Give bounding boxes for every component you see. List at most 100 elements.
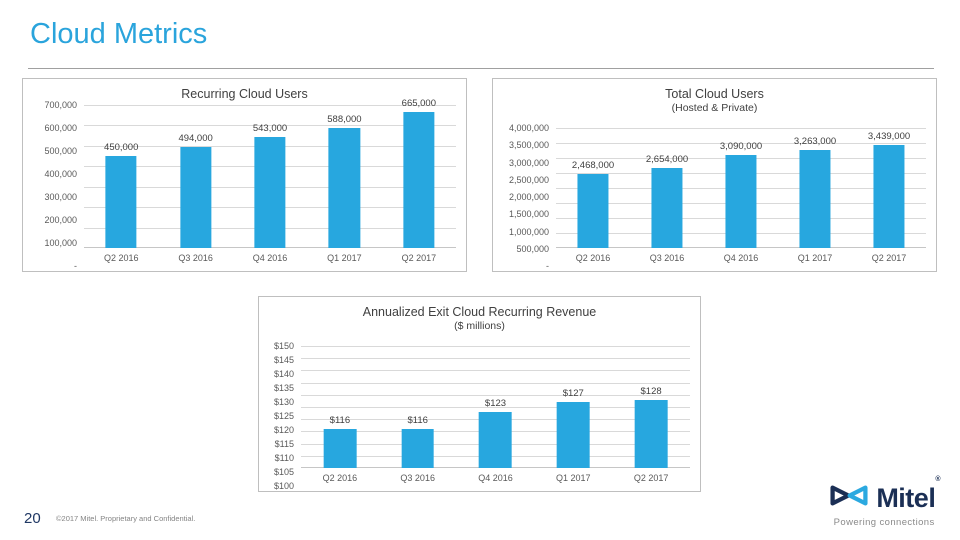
y-tick-label: 600,000: [44, 123, 77, 133]
bar-value-label: $116: [329, 414, 351, 426]
bar-slot: $123: [457, 346, 535, 468]
bar: [725, 155, 757, 248]
gridline: [556, 128, 926, 129]
bar-slot: 2,654,000: [630, 128, 704, 248]
y-tick-label: $100: [273, 481, 294, 491]
chart-header: Annualized Exit Cloud Recurring Revenue …: [259, 297, 700, 332]
y-tick-label: -: [74, 261, 77, 271]
bar-slot: 450,000: [84, 105, 158, 248]
y-tick-label: -: [546, 261, 549, 271]
bar-slot: 494,000: [158, 105, 232, 248]
y-tick-label: 400,000: [44, 169, 77, 179]
x-tick-label: Q4 2016: [723, 253, 759, 263]
bar: [479, 411, 512, 468]
chart-header: Recurring Cloud Users: [23, 79, 466, 101]
brand-wordmark: Mitel®: [876, 475, 940, 513]
chart-body: 700,000 600,000 500,000 400,000 300,000 200,0…: [23, 98, 466, 271]
x-tick-label: Q1 2017: [556, 473, 591, 483]
x-tick-label: Q2 2016: [575, 253, 611, 263]
bar-slot: 543,000: [233, 105, 307, 248]
y-tick-label: $120: [273, 425, 294, 435]
plot-area: $116 $116 $123 $127 $128: [301, 346, 690, 468]
bar: [634, 399, 668, 468]
y-tick-label: 100,000: [44, 238, 77, 248]
bar-slot: 588,000: [307, 105, 381, 248]
bar-value-label: 3,263,000: [793, 136, 837, 148]
bar: [328, 127, 361, 248]
chart-body: 4,000,000 3,500,000 3,000,000 2,500,000 2,00…: [493, 114, 936, 271]
y-tick-label: 1,000,000: [508, 226, 549, 237]
mitel-bowtie-icon: [828, 482, 870, 514]
y-tick-label: $140: [273, 369, 294, 379]
gridline: [301, 407, 690, 408]
bar-value-label: 2,654,000: [645, 154, 689, 166]
bar: [799, 150, 831, 248]
y-tick-label: 2,500,000: [508, 174, 549, 185]
chart-subtitle: (Hosted & Private): [671, 102, 758, 114]
bar-slot: 3,439,000: [852, 128, 926, 248]
y-tick-label: $135: [273, 383, 294, 393]
x-tick-label: Q3 2016: [400, 473, 435, 483]
x-tick-label: Q4 2016: [252, 253, 288, 263]
bar-value-label: $123: [484, 397, 507, 409]
bar-slot: 2,468,000: [556, 128, 630, 248]
brand-tagline: Powering connections: [833, 517, 935, 528]
bar-value-label: $127: [562, 388, 584, 400]
gridline: [301, 346, 690, 347]
registered-mark: ®: [935, 475, 940, 483]
y-tick-label: $130: [273, 397, 294, 407]
chart-body: $150 $145 $140 $135 $130 $125 $120 $115 $110 $105…: [259, 332, 700, 491]
bar-value-label: 665,000: [401, 98, 436, 110]
plot-area: 450,000 494,000 543,000 588,000 665,000: [84, 98, 456, 248]
y-tick-label: 300,000: [44, 192, 77, 202]
y-axis: $150 $145 $140 $135 $130 $125 $120 $115 $110 $105…: [259, 341, 301, 491]
bar-slot: 665,000: [382, 98, 456, 248]
mitel-logo-row: Mitel®: [828, 475, 940, 514]
y-tick-label: 3,500,000: [508, 140, 549, 151]
chart-total-cloud-users: Total Cloud Users (Hosted & Private) 4,0…: [492, 78, 937, 272]
bar-value-label: 450,000: [104, 142, 139, 154]
title-divider: [28, 68, 934, 69]
y-tick-label: 500,000: [44, 146, 77, 156]
bar: [254, 137, 286, 248]
y-tick-label: 700,000: [44, 100, 77, 110]
bar: [873, 144, 905, 248]
slide-title: Cloud Metrics: [30, 18, 208, 50]
bar-value-label: 494,000: [178, 133, 213, 145]
y-tick-label: $105: [273, 467, 294, 477]
mitel-logo: Mitel® Powering connections: [828, 475, 940, 528]
bar-slot: 3,263,000: [778, 128, 852, 248]
bar-value-label: 543,000: [252, 123, 288, 135]
gridline: [301, 370, 690, 372]
chart-title: Recurring Cloud Users: [181, 87, 308, 101]
chart-annualized-exit-cloud-recurring-revenue: Annualized Exit Cloud Recurring Revenue …: [258, 296, 701, 492]
gridline: [84, 125, 456, 127]
chart-header: Total Cloud Users (Hosted & Private): [493, 79, 936, 114]
x-tick-label: Q3 2016: [178, 253, 213, 263]
x-tick-label: Q2 2016: [103, 253, 139, 263]
gridline: [556, 143, 926, 144]
bar-value-label: 3,439,000: [867, 130, 911, 142]
bar: [105, 156, 137, 248]
gridline: [301, 382, 690, 384]
chart-recurring-cloud-users: Recurring Cloud Users 700,000 600,000 500,…: [22, 78, 467, 272]
page-number: 20: [24, 510, 41, 527]
bar-value-label: 2,468,000: [571, 159, 615, 171]
bar-slot: 3,090,000: [704, 128, 778, 248]
bar: [577, 173, 609, 248]
y-tick-label: 500,000: [516, 243, 549, 254]
gridline: [301, 358, 690, 360]
bar-value-label: 3,090,000: [719, 141, 763, 153]
bar-value-label: 588,000: [327, 113, 362, 125]
bar-slot: $128: [612, 346, 690, 468]
copyright-text: ©2017 Mitel. Proprietary and Confidentia…: [56, 514, 196, 523]
x-tick-label: Q1 2017: [797, 253, 833, 263]
x-axis: Q2 2016 Q3 2016 Q4 2016 Q1 2017 Q2 2017: [301, 468, 690, 486]
gridline: [84, 105, 456, 106]
bar: [403, 112, 435, 248]
y-tick-label: $150: [273, 341, 294, 351]
bar-value-label: $128: [640, 385, 662, 397]
y-tick-label: $145: [273, 355, 294, 365]
bar: [401, 428, 435, 468]
x-tick-label: Q3 2016: [649, 253, 685, 263]
